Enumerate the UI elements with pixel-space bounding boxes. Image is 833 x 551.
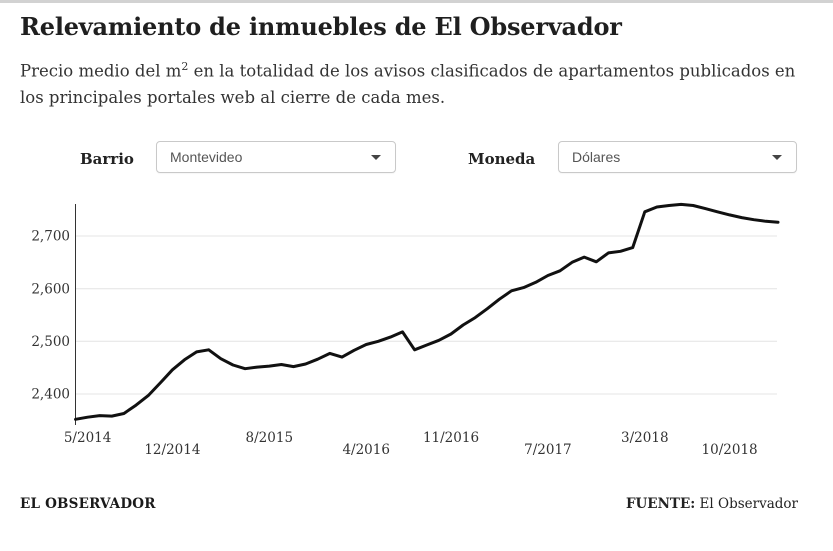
x-axis-label: 4/2016 bbox=[342, 442, 390, 458]
source-label: FUENTE: bbox=[625, 496, 696, 512]
y-axis-label: 2,700 bbox=[31, 229, 70, 245]
chevron-down-icon bbox=[371, 154, 381, 160]
y-axis-label: 2,600 bbox=[31, 281, 70, 297]
page-subtitle: Precio medio del m2 en la totalidad de l… bbox=[20, 54, 802, 111]
y-axis-label: 2,500 bbox=[31, 334, 70, 350]
x-axis-label: 7/2017 bbox=[524, 442, 572, 458]
x-axis-label: 8/2015 bbox=[246, 430, 294, 446]
price-series-line bbox=[74, 202, 780, 421]
moneda-label: Moneda bbox=[468, 150, 536, 168]
barrio-selected-value: Montevideo bbox=[170, 149, 243, 165]
subtitle-text-rest: en la totalidad de los avisos clasificad… bbox=[20, 61, 796, 107]
barrio-select[interactable]: Montevideo bbox=[156, 141, 396, 173]
page-title: Relevamiento de inmuebles de El Observad… bbox=[20, 12, 622, 41]
subtitle-text: Precio medio del m bbox=[20, 61, 182, 81]
barrio-label: Barrio bbox=[80, 150, 134, 168]
top-divider bbox=[0, 0, 833, 3]
moneda-select[interactable]: Dólares bbox=[558, 141, 797, 173]
source-note: FUENTE: El Observador bbox=[626, 496, 798, 512]
x-axis-label: 5/2014 bbox=[64, 430, 112, 446]
moneda-selected-value: Dólares bbox=[572, 149, 621, 165]
chevron-down-icon bbox=[772, 154, 782, 160]
x-axis-label: 11/2016 bbox=[423, 430, 479, 446]
x-axis-label: 3/2018 bbox=[621, 430, 669, 446]
x-axis-label: 10/2018 bbox=[702, 442, 758, 458]
x-axis-label: 12/2014 bbox=[144, 442, 200, 458]
source-value: El Observador bbox=[699, 496, 798, 512]
subtitle-superscript: 2 bbox=[181, 60, 189, 73]
y-axis-label: 2,400 bbox=[31, 387, 70, 403]
price-line-chart: 2,400 2,500 2,600 2,700 5/2014 12/2014 8/2015 4… bbox=[31, 202, 780, 458]
brand-logo-text: EL OBSERVADOR bbox=[20, 496, 156, 512]
